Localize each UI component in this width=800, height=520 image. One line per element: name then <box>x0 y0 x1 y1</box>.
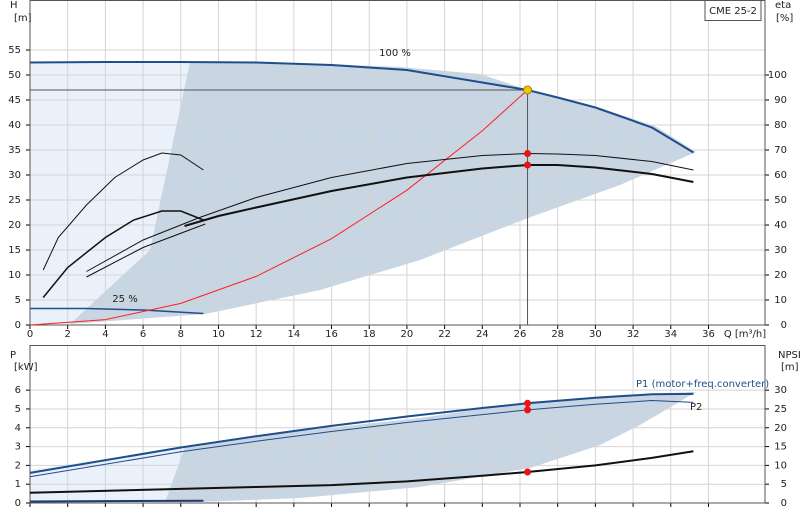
duty-point <box>524 399 532 407</box>
curve <box>42 210 204 298</box>
y-tick-label: 25 <box>8 195 21 206</box>
curve <box>29 392 694 474</box>
y-tick-label: 6 <box>15 385 21 396</box>
curve <box>86 152 694 272</box>
curve <box>29 499 204 503</box>
duty-point <box>524 150 532 157</box>
curve <box>42 152 204 271</box>
plot-frame <box>29 0 766 326</box>
y2-tick-label: 50 <box>774 195 787 206</box>
y2-tick-label: 30 <box>774 385 787 396</box>
y2-tick-label: 5 <box>781 479 787 490</box>
curve <box>29 89 528 326</box>
x-tick-label: 34 <box>664 329 677 340</box>
x-tick-label: 22 <box>438 329 451 340</box>
x-tick-label: 28 <box>551 329 564 340</box>
y-tick-label: 35 <box>8 145 21 156</box>
y-tick-label: 3 <box>15 442 21 453</box>
y-axis-unit: [kW] <box>14 362 38 373</box>
y2-tick-label: 100 <box>768 70 787 81</box>
y-tick-label: 55 <box>8 45 21 56</box>
y-tick-label: 4 <box>15 423 21 434</box>
duty-point <box>524 406 532 414</box>
curve <box>29 61 694 154</box>
y2-tick-label: 0 <box>781 498 787 509</box>
curve <box>30 307 204 315</box>
curve <box>184 164 694 227</box>
y-tick-label: 20 <box>8 220 21 231</box>
y-tick-label: 5 <box>15 404 21 415</box>
y-tick-label: 1 <box>15 479 21 490</box>
y-axis-unit: [m] <box>14 13 32 24</box>
y2-axis-unit: [m] <box>781 362 799 373</box>
y2-tick-label: 10 <box>774 460 787 471</box>
curve-label: 100 % <box>379 48 411 59</box>
y2-tick-label: 30 <box>774 245 787 256</box>
x-tick-label: 18 <box>363 329 376 340</box>
curve <box>29 399 694 478</box>
x-tick-label: 16 <box>325 329 338 340</box>
x-tick-label: 4 <box>102 329 108 340</box>
y-tick-label: 45 <box>8 95 21 106</box>
x-tick-label: 36 <box>702 329 715 340</box>
x-tick-label: 0 <box>27 329 33 340</box>
x-tick-label: 26 <box>514 329 527 340</box>
y2-tick-label: 0 <box>781 320 787 331</box>
y2-tick-label: 20 <box>774 270 787 281</box>
y2-tick-label: 15 <box>774 442 787 453</box>
duty-point <box>524 468 532 476</box>
x-tick-label: 6 <box>140 329 146 340</box>
x-tick-label: 8 <box>178 329 184 340</box>
y2-tick-label: 20 <box>774 423 787 434</box>
y-tick-label: 15 <box>8 245 21 256</box>
model-label: CME 25-2 <box>709 6 757 17</box>
y-tick-label: 30 <box>8 170 21 181</box>
low-range-area <box>30 62 190 324</box>
y-tick-label: 5 <box>15 295 21 306</box>
curve <box>29 450 694 494</box>
model-box <box>704 0 762 21</box>
x-tick-label: 32 <box>627 329 640 340</box>
x-tick-label: 10 <box>212 329 225 340</box>
y-tick-label: 0 <box>15 320 21 331</box>
y2-tick-label: 60 <box>774 170 787 181</box>
operating-point <box>523 85 533 95</box>
y2-tick-label: 40 <box>774 220 787 231</box>
curve-label: P2 <box>690 402 702 413</box>
x-axis-title: Q [m³/h] <box>724 329 766 340</box>
low-power-area <box>30 447 185 502</box>
y2-tick-label: 25 <box>774 404 787 415</box>
y-tick-label: 40 <box>8 120 21 131</box>
x-tick-label: 2 <box>65 329 71 340</box>
y2-tick-label: 80 <box>774 120 787 131</box>
curve-label: 25 % <box>112 294 137 305</box>
operating-range-area <box>70 62 696 324</box>
x-tick-label: 12 <box>250 329 263 340</box>
y2-axis-title: eta <box>775 0 791 11</box>
y-tick-label: 2 <box>15 460 21 471</box>
y-tick-label: 0 <box>15 498 21 509</box>
y-tick-label: 10 <box>8 270 21 281</box>
y-axis-title: P <box>10 350 16 361</box>
x-tick-label: 14 <box>287 329 300 340</box>
y-axis-title: H <box>10 0 18 11</box>
y2-tick-label: 10 <box>774 295 787 306</box>
y2-tick-label: 70 <box>774 145 787 156</box>
curve <box>86 223 206 278</box>
y2-axis-unit: [%] <box>776 13 793 24</box>
y2-tick-label: 90 <box>774 95 787 106</box>
y-tick-label: 50 <box>8 70 21 81</box>
y2-axis-title: NPSH <box>778 350 800 361</box>
plot-frame <box>29 345 766 504</box>
duty-point <box>524 161 532 169</box>
x-tick-label: 30 <box>589 329 602 340</box>
x-tick-label: 20 <box>401 329 414 340</box>
x-tick-label: 24 <box>476 329 489 340</box>
curve-label: P1 (motor+freq.converter) <box>636 379 769 390</box>
